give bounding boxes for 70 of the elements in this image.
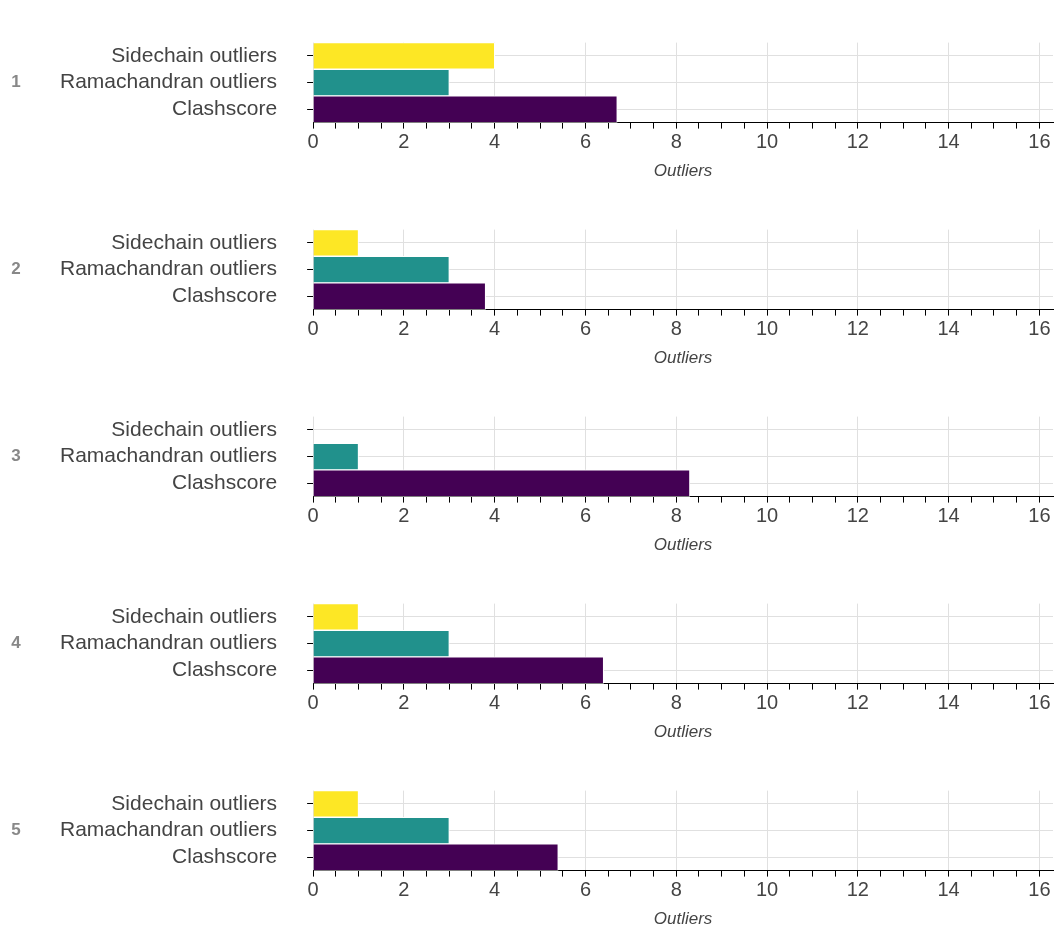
x-tick-label: 0 [307,317,319,340]
x-tick-label: 10 [755,691,779,714]
x-tick-label: 14 [937,317,960,340]
x-axis-title: Outliers [653,534,713,554]
y-tick-label: Ramachandran outliers [59,256,278,280]
y-tick-label: Clashscore [172,657,278,681]
y-tick-label: Clashscore [172,844,278,868]
x-tick-label: 2 [398,317,410,340]
y-axis-title: 4 [11,633,22,653]
x-axis-title: Outliers [653,721,713,741]
x-tick-label: 0 [307,691,319,714]
x-tick-label: 0 [307,504,319,527]
y-tick-label: Clashscore [172,96,278,120]
y-tick-label: Ramachandran outliers [59,69,278,93]
x-tick-label: 12 [846,691,869,714]
x-tick-label: 8 [670,691,682,714]
x-tick-label: 4 [489,691,501,714]
y-axis-title: 2 [11,259,21,279]
y-tick-label: Sidechain outliers [111,229,278,253]
x-tick-label: 16 [1028,317,1051,340]
x-tick-label: 16 [1028,691,1051,714]
x-tick-label: 14 [937,130,960,153]
x-tick-label: 2 [398,130,410,153]
x-tick-label: 6 [579,130,592,153]
x-tick-label: 16 [1028,878,1051,901]
y-tick-label: Ramachandran outliers [59,817,278,841]
x-tick-label: 4 [489,504,501,527]
x-tick-label: 2 [398,878,410,901]
x-tick-label: 14 [937,878,960,901]
x-tick-label: 2 [398,504,410,527]
x-tick-label: 0 [307,878,319,901]
y-axis-title: 5 [11,820,21,840]
x-tick-label: 8 [670,878,682,901]
y-tick-label: Sidechain outliers [111,790,278,814]
x-tick-label: 8 [670,130,682,153]
x-tick-label: 12 [846,504,869,527]
x-tick-label: 6 [579,878,592,901]
x-tick-label: 16 [1028,504,1051,527]
x-tick-label: 6 [579,504,592,527]
x-tick-label: 8 [670,504,682,527]
x-tick-label: 4 [489,130,501,153]
y-tick-label: Sidechain outliers [111,416,278,440]
y-tick-label: Sidechain outliers [111,603,278,627]
x-tick-label: 10 [755,878,779,901]
y-tick-label: Sidechain outliers [111,42,278,66]
x-tick-label: 14 [937,691,960,714]
y-tick-label: Ramachandran outliers [59,630,278,654]
x-tick-label: 16 [1028,130,1051,153]
x-tick-label: 10 [755,130,779,153]
y-tick-label: Clashscore [172,470,278,494]
x-tick-label: 12 [846,317,869,340]
y-axis-title: 1 [11,72,21,92]
x-tick-label: 0 [307,130,319,153]
x-axis-title: Outliers [653,908,713,928]
x-tick-label: 12 [846,130,869,153]
x-axis-title: Outliers [653,347,713,367]
x-tick-label: 12 [846,878,869,901]
x-tick-label: 4 [489,878,501,901]
x-tick-label: 6 [579,691,592,714]
x-tick-label: 10 [755,504,779,527]
x-tick-label: 8 [670,317,682,340]
x-axis-title: Outliers [653,160,713,180]
x-tick-label: 10 [755,317,779,340]
x-tick-label: 4 [489,317,501,340]
y-axis-title: 3 [11,446,21,466]
x-tick-label: 14 [937,504,960,527]
y-tick-label: Clashscore [172,283,278,307]
x-tick-label: 2 [398,691,410,714]
y-tick-label: Ramachandran outliers [59,443,278,467]
x-tick-label: 6 [579,317,592,340]
